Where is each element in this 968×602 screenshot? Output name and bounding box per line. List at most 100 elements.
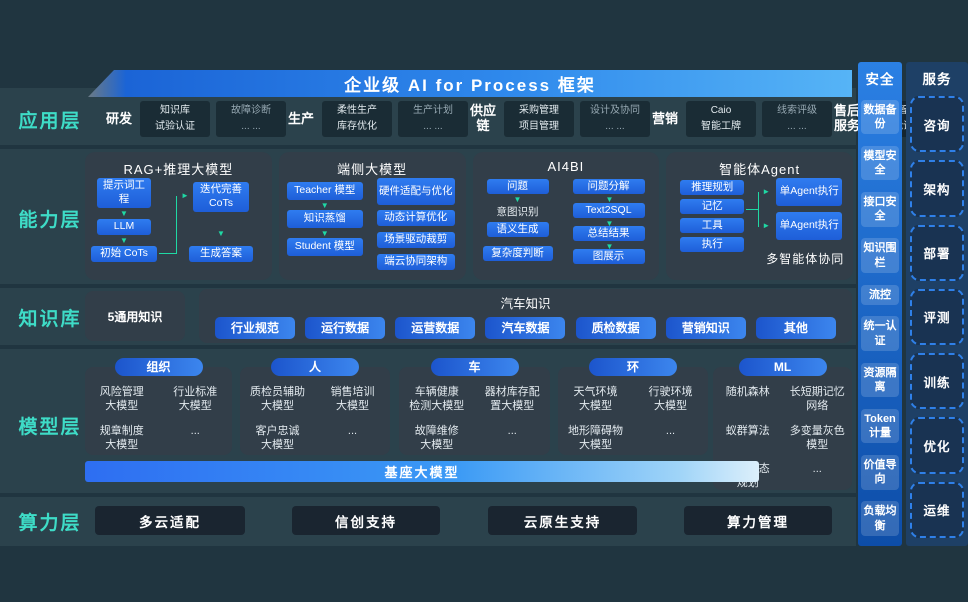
service-item: 运维 <box>910 481 964 538</box>
security-column: 安全 数据备份 模型安全 接口安全 知识围栏 流控 统一认证 资源隔离 Toke… <box>858 62 902 546</box>
model-group-environment: 环 天气环境 大模型 行驶环境 大模型 地形障碍物 大模型 ... <box>558 358 708 455</box>
layer-label-model: 模型层 <box>18 417 82 438</box>
ai4bi-box: AI4BI 问题 ▼ 意图识别 语义生成 复杂度判断 问题分解 ▼ Text2S… <box>472 152 660 280</box>
model-item: 风险管理 大模型 <box>99 386 144 413</box>
layer-label-compute: 算力层 <box>18 513 82 534</box>
connector-line <box>176 196 177 254</box>
general-knowledge-box: 5通用知识 <box>85 291 185 341</box>
app-item: 柔性生产 库存优化 <box>322 101 392 137</box>
edge-teacher-node: Teacher 模型 <box>286 182 363 200</box>
rag-llm-node: LLM <box>97 219 151 235</box>
arrow-down-icon: ▼ <box>120 236 128 245</box>
layer-label-capability: 能力层 <box>18 210 82 231</box>
agent-memory-node: 记忆 <box>680 199 745 214</box>
ai4bi-question-node: 问题 <box>486 179 549 194</box>
knowledge-pill: 汽车数据 <box>485 317 566 339</box>
app-item: 故障诊断 ... ... <box>216 101 286 137</box>
model-item: 天气环境 大模型 <box>573 386 618 413</box>
model-group-pill: 车 <box>430 358 519 376</box>
connector-line <box>746 209 759 210</box>
model-item: 车辆健康 检测大模型 <box>409 386 465 413</box>
agent-exec-node: 执行 <box>680 237 745 252</box>
model-item: ... <box>665 424 676 437</box>
knowledge-pill-row: 行业规范 运行数据 运营数据 汽车数据 质检数据 营销知识 其他 <box>199 312 852 339</box>
security-column-title: 安全 <box>865 72 895 87</box>
model-item: 行业标准 大模型 <box>173 386 218 413</box>
agent-plan-node: 推理规划 <box>680 180 745 195</box>
edge-box-title: 端侧大模型 <box>337 162 408 177</box>
model-item: 多变量灰色 模型 <box>789 424 845 451</box>
app-group-label: 售后服务 <box>833 103 860 133</box>
compute-box-cloudnative: 云原生支持 <box>488 506 637 535</box>
ai4bi-decompose-node: 问题分解 <box>572 179 645 194</box>
agent-single-exec-node: 单Agent执行 <box>776 178 843 206</box>
base-model-bar: 基座大模型 <box>85 461 759 482</box>
security-item: 数据备份 <box>861 99 899 135</box>
knowledge-pill: 其他 <box>755 317 836 339</box>
arrow-down-icon: ▼ <box>320 201 329 210</box>
security-item: 统一认证 <box>861 316 899 352</box>
arrow-down-icon: ▼ <box>120 209 128 218</box>
app-item: 线索评级 ... ... <box>762 101 832 137</box>
edge-dynamic-node: 动态计算优化 <box>376 210 455 226</box>
model-item: 规章制度 大模型 <box>99 424 144 451</box>
security-item: 负载均衡 <box>861 501 899 536</box>
layer-label-app: 应用层 <box>18 111 82 132</box>
edge-model-box: 端侧大模型 Teacher 模型 ▼ 知识蒸馏 ▼ Student 模型 硬件适… <box>278 152 466 280</box>
model-group-people: 人 质检员辅助 大模型 销售培训 大模型 客户忠诚 大模型 ... <box>240 358 390 455</box>
knowledge-pill: 运行数据 <box>305 317 386 339</box>
model-item: 质检员辅助 大模型 <box>250 386 305 413</box>
model-item: ... <box>347 424 358 437</box>
service-item: 训练 <box>910 353 964 410</box>
auto-knowledge-title: 汽车知识 <box>500 297 551 311</box>
ai4bi-summary-node: 总结结果 <box>572 226 645 241</box>
connector-line <box>758 192 760 227</box>
model-group-pill: 人 <box>271 358 359 376</box>
security-item: 知识围栏 <box>861 238 899 273</box>
compute-box-xinchuang: 信创支持 <box>292 506 440 535</box>
rag-box-title: RAG+推理大模型 <box>123 162 234 177</box>
security-item: 流控 <box>861 284 899 305</box>
arrow-down-icon: ▼ <box>320 229 329 238</box>
model-item: 客户忠诚 大模型 <box>255 424 300 451</box>
app-group-marketing: 营销 Caio 智能工牌 线索评级 ... ... <box>650 101 832 137</box>
app-item: Caio 智能工牌 <box>686 101 756 137</box>
edge-student-node: Student 模型 <box>286 238 363 256</box>
security-item: Token计量 <box>861 408 899 444</box>
compute-box-multicloud: 多云适配 <box>95 506 245 535</box>
arrow-down-icon: ▼ <box>513 195 522 204</box>
model-group-pill: 环 <box>589 358 677 376</box>
service-column: 服务 咨询 架构 部署 评测 训练 优化 运维 <box>906 62 968 546</box>
ai4bi-intent-label: 意图识别 <box>496 206 539 218</box>
service-item: 咨询 <box>910 96 964 153</box>
app-group-label: 生产 <box>287 110 314 126</box>
app-group-label: 供应链 <box>469 103 496 133</box>
service-item: 部署 <box>910 224 964 281</box>
agent-tools-node: 工具 <box>680 218 745 233</box>
compute-box-management: 算力管理 <box>684 506 832 535</box>
page-title: 企业级 AI for Process 框架 <box>344 76 596 95</box>
model-item: 蚁群算法 <box>725 424 770 437</box>
arrow-right-icon: ► <box>762 187 771 196</box>
edge-scene-node: 场景驱动裁剪 <box>376 232 455 248</box>
edge-distill-node: 知识蒸馏 <box>286 210 363 228</box>
knowledge-pill: 运营数据 <box>395 317 476 339</box>
rag-model-box: RAG+推理大模型 提示词工程 ▼ LLM ▼ 初始 CoTs 迭代完善CoTs… <box>85 152 272 280</box>
ai4bi-text2sql-node: Text2SQL <box>572 203 645 218</box>
connector-line <box>159 253 176 254</box>
edge-cloud-node: 端云协同架构 <box>376 254 455 270</box>
model-group-pill: 组织 <box>114 358 203 376</box>
rag-iterate-cots-node: 迭代完善CoTs <box>193 182 249 212</box>
model-item: ... <box>812 463 822 476</box>
model-group-org: 组织 风险管理 大模型 行业标准 大模型 规章制度 大模型 ... <box>85 358 232 455</box>
model-item: 行驶环境 大模型 <box>648 386 693 413</box>
security-item: 模型安全 <box>861 145 899 181</box>
ai4bi-semantic-node: 语义生成 <box>486 222 549 237</box>
model-item: 故障维修 大模型 <box>414 424 459 451</box>
arrow-right-icon: ► <box>762 221 771 230</box>
arrow-right-icon: ► <box>181 191 189 200</box>
agent-single-exec-node: 单Agent执行 <box>776 212 843 240</box>
model-item: 地形障碍物 大模型 <box>568 424 623 451</box>
model-item: 长短期记忆 网络 <box>789 386 845 413</box>
